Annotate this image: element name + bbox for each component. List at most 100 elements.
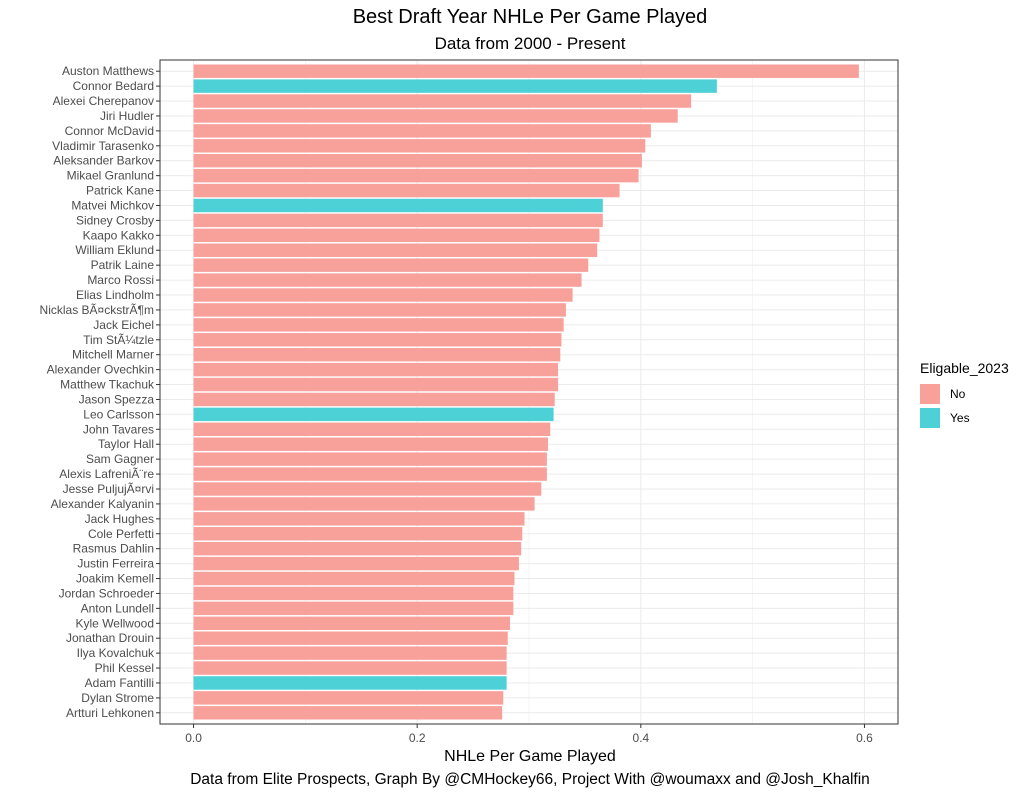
bar — [193, 258, 589, 272]
y-tick-label: Elias Lindholm — [76, 288, 154, 302]
bar — [193, 333, 562, 347]
y-tick-label: Marco Rossi — [87, 273, 154, 287]
y-tick-label: Leo Carlsson — [83, 407, 154, 421]
y-tick-label: Alexei Cherepanov — [53, 94, 154, 108]
y-tick-label: Connor McDavid — [65, 124, 154, 138]
bars — [193, 64, 859, 720]
bar — [193, 691, 504, 705]
y-tick-label: Kaapo Kakko — [83, 228, 155, 242]
bar — [193, 168, 639, 183]
bar — [193, 154, 642, 168]
y-tick-label: William Eklund — [75, 243, 154, 257]
chart-subtitle: Data from 2000 - Present — [434, 34, 626, 53]
bar — [193, 362, 559, 377]
y-tick-label: Aleksander Barkov — [53, 154, 154, 168]
y-tick-label: Jesse PuljujÃ¤rvi — [63, 482, 154, 496]
y-tick-label: Auston Matthews — [62, 64, 154, 78]
plot-border — [159, 59, 899, 725]
bar — [193, 347, 561, 362]
y-tick-label: Taylor Hall — [98, 437, 154, 451]
y-tick-label: Alexander Ovechkin — [47, 363, 154, 377]
bar — [193, 556, 519, 571]
y-tick-label: John Tavares — [83, 422, 154, 436]
legend-swatch-yes — [920, 408, 940, 428]
legend-item-no: No — [920, 382, 1009, 406]
y-tick-label: Alexis LafreniÃ¨re — [59, 467, 154, 481]
y-tick-label: Sidney Crosby — [76, 213, 154, 227]
y-tick-label: Jordan Schroeder — [59, 586, 154, 600]
y-tick-label: Jack Eichel — [93, 318, 154, 332]
x-tick-label: 0.4 — [632, 731, 649, 745]
y-tick-label: Matvei Michkov — [71, 198, 154, 212]
y-tick-label: Dylan Strome — [81, 691, 154, 705]
bar — [193, 94, 692, 108]
legend-title: Eligable_2023 — [920, 360, 1009, 376]
bar — [193, 79, 717, 93]
bar — [193, 318, 564, 332]
bar — [193, 497, 535, 511]
y-tick-label: Tim StÃ¼tzle — [83, 333, 154, 347]
bar — [193, 646, 507, 660]
legend-label-no: No — [950, 387, 966, 401]
legend: Eligable_2023 No Yes — [920, 360, 1009, 430]
bar — [193, 616, 510, 630]
legend-label-yes: Yes — [950, 411, 970, 425]
bar — [193, 467, 547, 481]
bar — [193, 422, 551, 437]
y-tick-label: Adam Fantilli — [85, 676, 154, 690]
bar — [193, 512, 525, 526]
x-tick-label: 0.2 — [409, 731, 426, 745]
y-tick-label: Rasmus Dahlin — [73, 542, 154, 556]
y-tick-label: Patrik Laine — [91, 258, 155, 272]
bar — [193, 198, 603, 213]
y-tick-label: Patrick Kane — [86, 184, 154, 198]
y-tick-label: Mitchell Marner — [72, 348, 154, 362]
bar — [193, 213, 603, 228]
x-axis-title: NHLe Per Game Played — [444, 748, 616, 765]
bar — [193, 527, 523, 541]
y-tick-label: Jonathan Drouin — [66, 631, 154, 645]
chart-title: Best Draft Year NHLe Per Game Played — [352, 6, 708, 28]
x-tick-label: 0.0 — [185, 731, 202, 745]
x-axis: 0.0 0.2 0.4 0.6 — [185, 724, 873, 745]
y-tick-label: Artturi Lehkonen — [66, 706, 154, 720]
y-tick-label: Sam Gagner — [86, 452, 154, 466]
bar — [193, 631, 508, 645]
y-tick-label: Anton Lundell — [81, 601, 154, 615]
x-tick-label: 0.6 — [856, 731, 873, 745]
y-tick-label: Jack Hughes — [85, 512, 154, 526]
bar — [193, 273, 582, 287]
bar — [193, 437, 549, 451]
bar — [193, 109, 678, 123]
bar — [193, 601, 514, 616]
y-tick-label: Justin Ferreira — [77, 557, 154, 571]
y-tick-label: Connor Bedard — [73, 79, 154, 93]
bar — [193, 303, 566, 317]
y-tick-label: Vladimir Tarasenko — [52, 139, 154, 153]
bar — [193, 392, 555, 407]
bar — [193, 541, 522, 556]
y-tick-label: Ilya Kovalchuk — [77, 646, 155, 660]
bar — [193, 377, 559, 392]
y-tick-label: Mikael Granlund — [67, 169, 154, 183]
bar — [193, 139, 646, 153]
bar — [193, 586, 514, 601]
chart-caption: Data from Elite Prospects, Graph By @CMH… — [190, 771, 870, 788]
y-tick-label: Joakim Kemell — [76, 572, 154, 586]
bar — [193, 706, 503, 720]
y-tick-label: Alexander Kalyanin — [51, 497, 154, 511]
bar — [193, 64, 859, 78]
legend-swatch-no — [920, 384, 940, 404]
y-tick-label: Jiri Hudler — [100, 109, 154, 123]
bar — [193, 676, 507, 690]
bar — [193, 482, 542, 496]
y-tick-label: Jason Spezza — [79, 392, 155, 406]
y-tick-label: Kyle Wellwood — [76, 616, 154, 630]
bar — [193, 288, 573, 302]
y-tick-label: Cole Perfetti — [88, 527, 154, 541]
bar — [193, 228, 600, 243]
bar — [193, 124, 651, 138]
y-tick-label: Phil Kessel — [95, 661, 154, 675]
